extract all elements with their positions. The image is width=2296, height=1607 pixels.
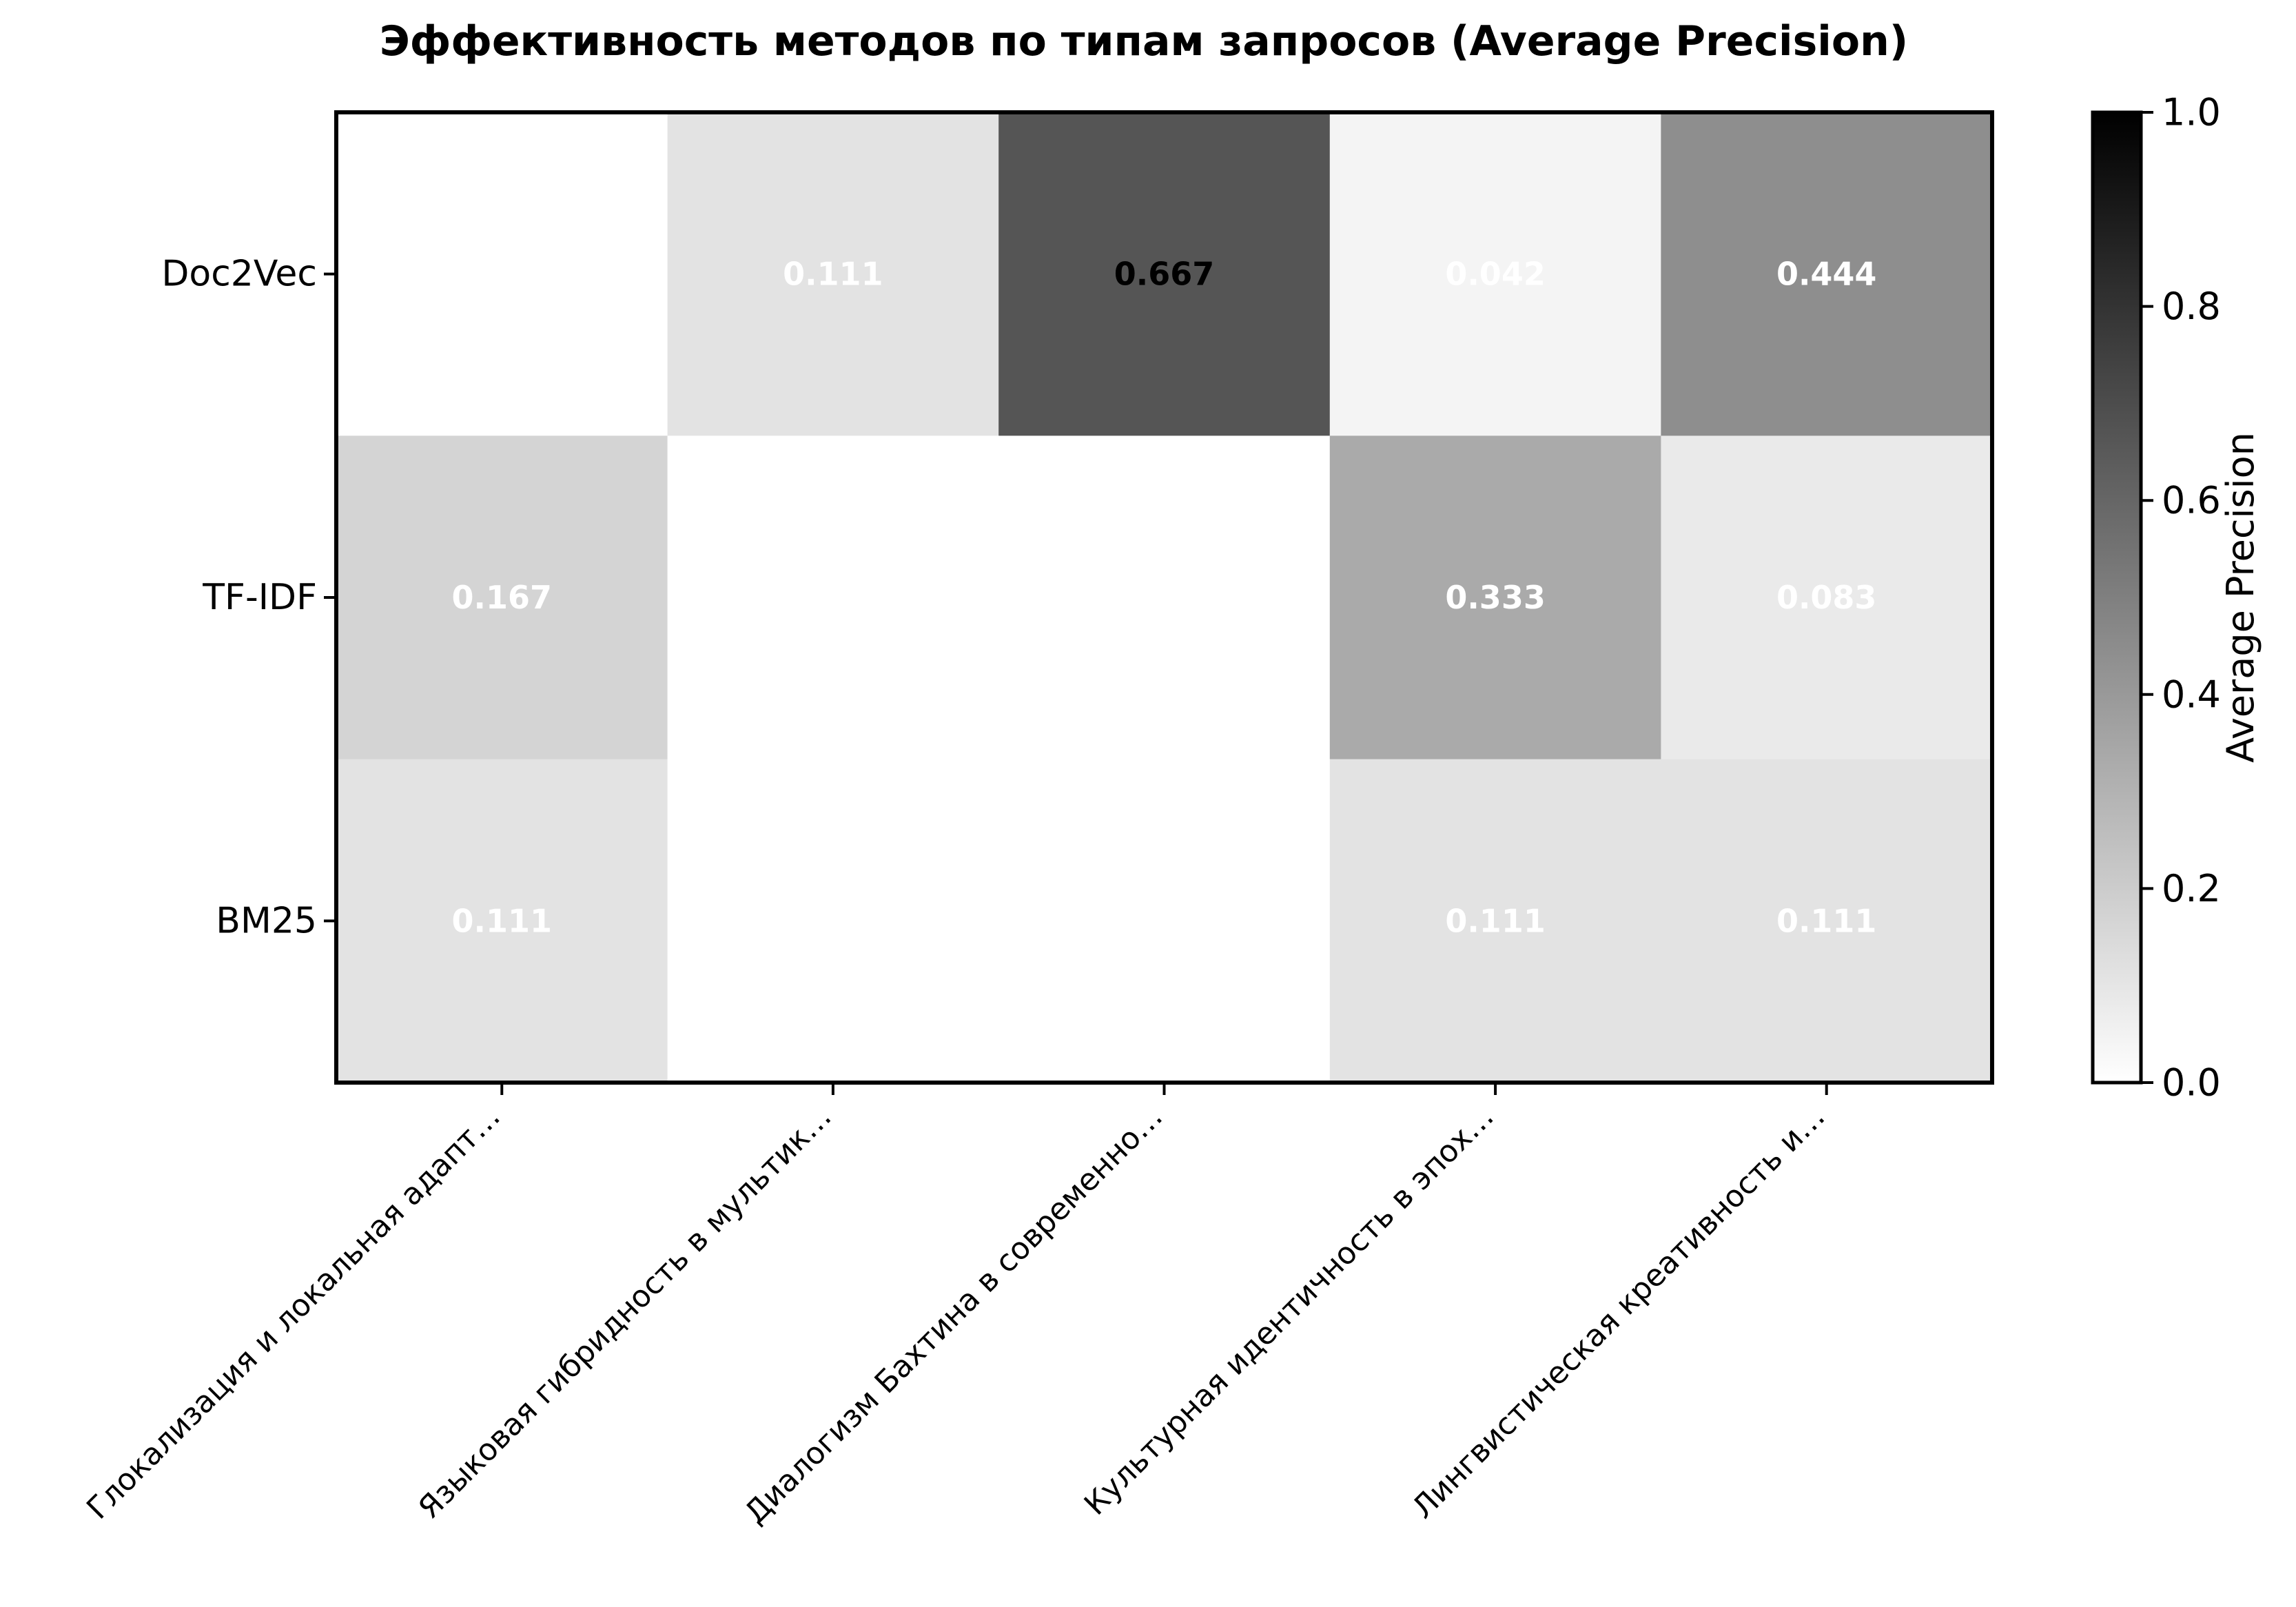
heatmap-cell — [1661, 759, 1993, 1083]
y-tick-label: TF-IDF — [202, 577, 317, 618]
heatmap-cell — [998, 436, 1331, 760]
heatmap-cell — [1329, 436, 1661, 760]
cell-value-label: 0.111 — [1445, 902, 1546, 939]
cell-value-label: 0.444 — [1776, 256, 1877, 293]
heatmap-cell-labels: 0.111 0.667 0.042 0.444 0.167 0.333 0.083 0.111… — [452, 256, 1877, 940]
x-tick-label: Культурная идентичность в эпох… — [1078, 1099, 1501, 1522]
cell-value-label: 0.083 — [1776, 579, 1877, 616]
colorbar-tick-label: 0.8 — [2162, 285, 2221, 328]
x-tick-label: Глокализация и локальная адапт… — [80, 1099, 507, 1526]
heatmap-cell — [667, 112, 999, 436]
y-tick-label: BM25 — [216, 900, 317, 941]
heatmap-cell — [1661, 436, 1993, 760]
cell-value-label: 0.111 — [783, 256, 883, 293]
cell-value-label: 0.333 — [1445, 579, 1546, 616]
cell-value-label: 0.667 — [1114, 256, 1215, 293]
heatmap-cell — [336, 112, 668, 436]
x-tick-label: Диалогизм Бахтина в современно… — [738, 1099, 1170, 1531]
chart-title: Эффективность методов по типам запросов … — [380, 17, 1908, 65]
x-tick-label: Лингвистическая креативность и… — [1405, 1099, 1832, 1526]
x-axis: Глокализация и локальная адапт…Языковая … — [80, 1083, 1832, 1531]
heatmap-cell — [998, 112, 1331, 436]
heatmap-cell — [667, 436, 999, 760]
heatmap-cells — [336, 112, 1993, 1083]
colorbar-tick-label: 0.0 — [2162, 1061, 2221, 1105]
colorbar-tick-label: 0.4 — [2162, 673, 2221, 716]
colorbar-tick-label: 0.6 — [2162, 479, 2221, 522]
cell-value-label: 0.167 — [452, 579, 553, 616]
colorbar-gradient — [2091, 110, 2143, 1085]
colorbar-tick-label: 1.0 — [2162, 91, 2221, 134]
y-tick-label: Doc2Vec — [161, 254, 317, 295]
x-tick-label: Языковая гибридность в мультик… — [411, 1099, 838, 1526]
heatmap-cell — [1661, 112, 1993, 436]
cell-value-label: 0.042 — [1445, 256, 1546, 293]
colorbar: 0.0 0.2 0.4 0.6 0.8 1.0 Average Precision — [2091, 91, 2262, 1105]
colorbar-tick-label: 0.2 — [2162, 867, 2221, 910]
cell-value-label: 0.111 — [452, 902, 553, 939]
cell-value-label: 0.111 — [1776, 902, 1877, 939]
heatmap-cell — [1329, 759, 1661, 1083]
y-axis: Doc2Vec TF-IDF BM25 — [161, 254, 336, 941]
colorbar-label: Average Precision — [2219, 432, 2262, 763]
colorbar-ticks: 0.0 0.2 0.4 0.6 0.8 1.0 — [2141, 91, 2221, 1105]
heatmap-cell — [336, 759, 668, 1083]
heatmap-cell — [1329, 112, 1661, 436]
heatmap-cell — [998, 759, 1331, 1083]
heatmap-cell — [667, 759, 999, 1083]
heatmap-cell — [336, 436, 668, 760]
